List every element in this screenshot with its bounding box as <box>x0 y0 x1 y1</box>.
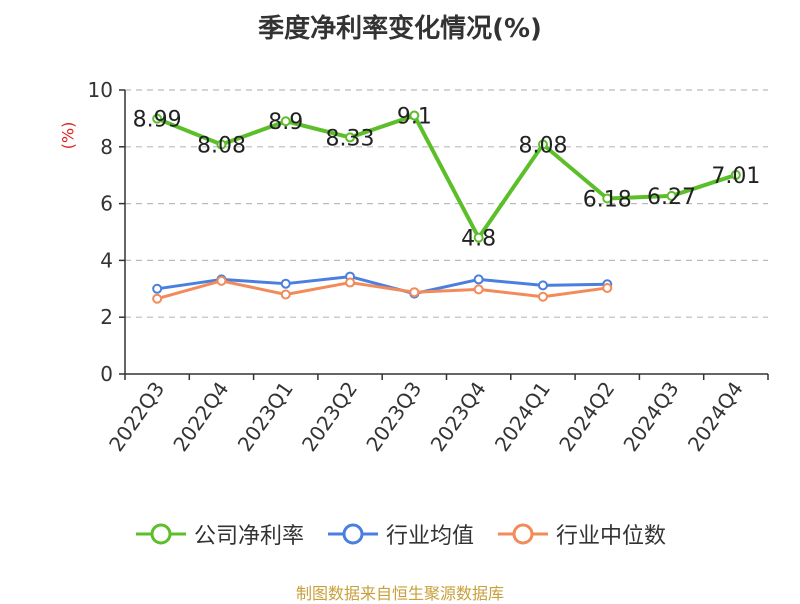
data-point <box>473 284 484 295</box>
data-point <box>602 282 613 293</box>
x-tick-label: 2022Q3 <box>104 377 169 456</box>
data-labels: 8.99 8.08 8.9 8.33 9.1 4.8 8.08 6.18 6.27 7.01 <box>133 105 761 252</box>
y-tick-label: 8 <box>100 135 113 159</box>
x-tick-label: 2024Q3 <box>618 377 683 456</box>
series-line <box>156 113 737 240</box>
data-point <box>537 291 548 302</box>
y-tick-label: 6 <box>100 192 113 216</box>
data-point <box>730 169 741 180</box>
data-point <box>602 193 613 204</box>
data-label: 7.01 <box>711 164 760 189</box>
y-tick-label: 10 <box>88 78 113 102</box>
series-line <box>156 279 608 301</box>
data-label: 6.27 <box>647 185 696 210</box>
data-point <box>152 113 163 124</box>
legend-label-industry-avg: 行业均值 <box>385 524 474 549</box>
x-tick-label: 2024Q4 <box>683 377 748 456</box>
data-label: 9.1 <box>397 105 432 130</box>
legend-item-company[interactable]: 公司净利率 <box>134 518 304 550</box>
data-label: 8.08 <box>518 134 567 159</box>
x-tick-label: 2023Q2 <box>297 377 362 456</box>
legend-label-industry-median: 行业中位数 <box>556 524 667 549</box>
data-point <box>280 116 291 127</box>
legend-item-industry-avg[interactable]: 行业均值 <box>326 518 474 550</box>
data-point <box>216 275 227 286</box>
data-point <box>345 277 356 288</box>
data-point <box>473 274 484 285</box>
series-lines <box>152 110 741 304</box>
series-line <box>156 275 608 296</box>
data-point <box>473 232 484 243</box>
data-point <box>409 110 420 121</box>
data-point <box>537 139 548 150</box>
data-label: 8.33 <box>326 126 375 151</box>
data-point <box>216 139 227 150</box>
grid-lines <box>125 89 768 318</box>
x-tick-label: 2024Q1 <box>490 377 555 456</box>
x-tick-label: 2022Q4 <box>168 377 233 456</box>
y-tick-label: 4 <box>100 248 113 272</box>
data-label: 6.18 <box>583 187 632 212</box>
data-label: 8.08 <box>197 134 246 159</box>
legend-swatch-industry-median-icon <box>498 523 548 545</box>
legend-swatch-company-icon <box>135 523 186 545</box>
x-tick-label: 2023Q1 <box>233 377 298 456</box>
legend-label-company: 公司净利率 <box>193 524 304 549</box>
data-point <box>409 287 420 298</box>
data-label: 8.99 <box>133 108 182 133</box>
x-tick-label: 2023Q3 <box>361 377 426 456</box>
y-tick-label: 0 <box>100 362 113 386</box>
x-tick-label: 2023Q4 <box>426 377 491 456</box>
x-tick-label: 2024Q2 <box>554 377 619 456</box>
data-point <box>280 289 291 300</box>
chart-title: 季度净利率变化情况(%) <box>258 14 542 44</box>
legend-swatch-industry-avg-icon <box>327 523 378 545</box>
y-tick-label: 2 <box>100 305 113 329</box>
data-point <box>152 283 163 294</box>
data-source-note: 制图数据来自恒生聚源数据库 <box>295 584 504 603</box>
data-label: 4.8 <box>461 227 496 252</box>
data-point <box>666 190 677 201</box>
legend-item-industry-median[interactable]: 行业中位数 <box>496 518 666 550</box>
data-point <box>280 278 291 289</box>
legend: 公司净利率 行业均值 行业中位数 <box>0 518 800 550</box>
data-point <box>345 132 356 143</box>
data-label: 8.9 <box>268 110 303 135</box>
data-point <box>537 280 548 291</box>
data-point <box>152 293 163 304</box>
